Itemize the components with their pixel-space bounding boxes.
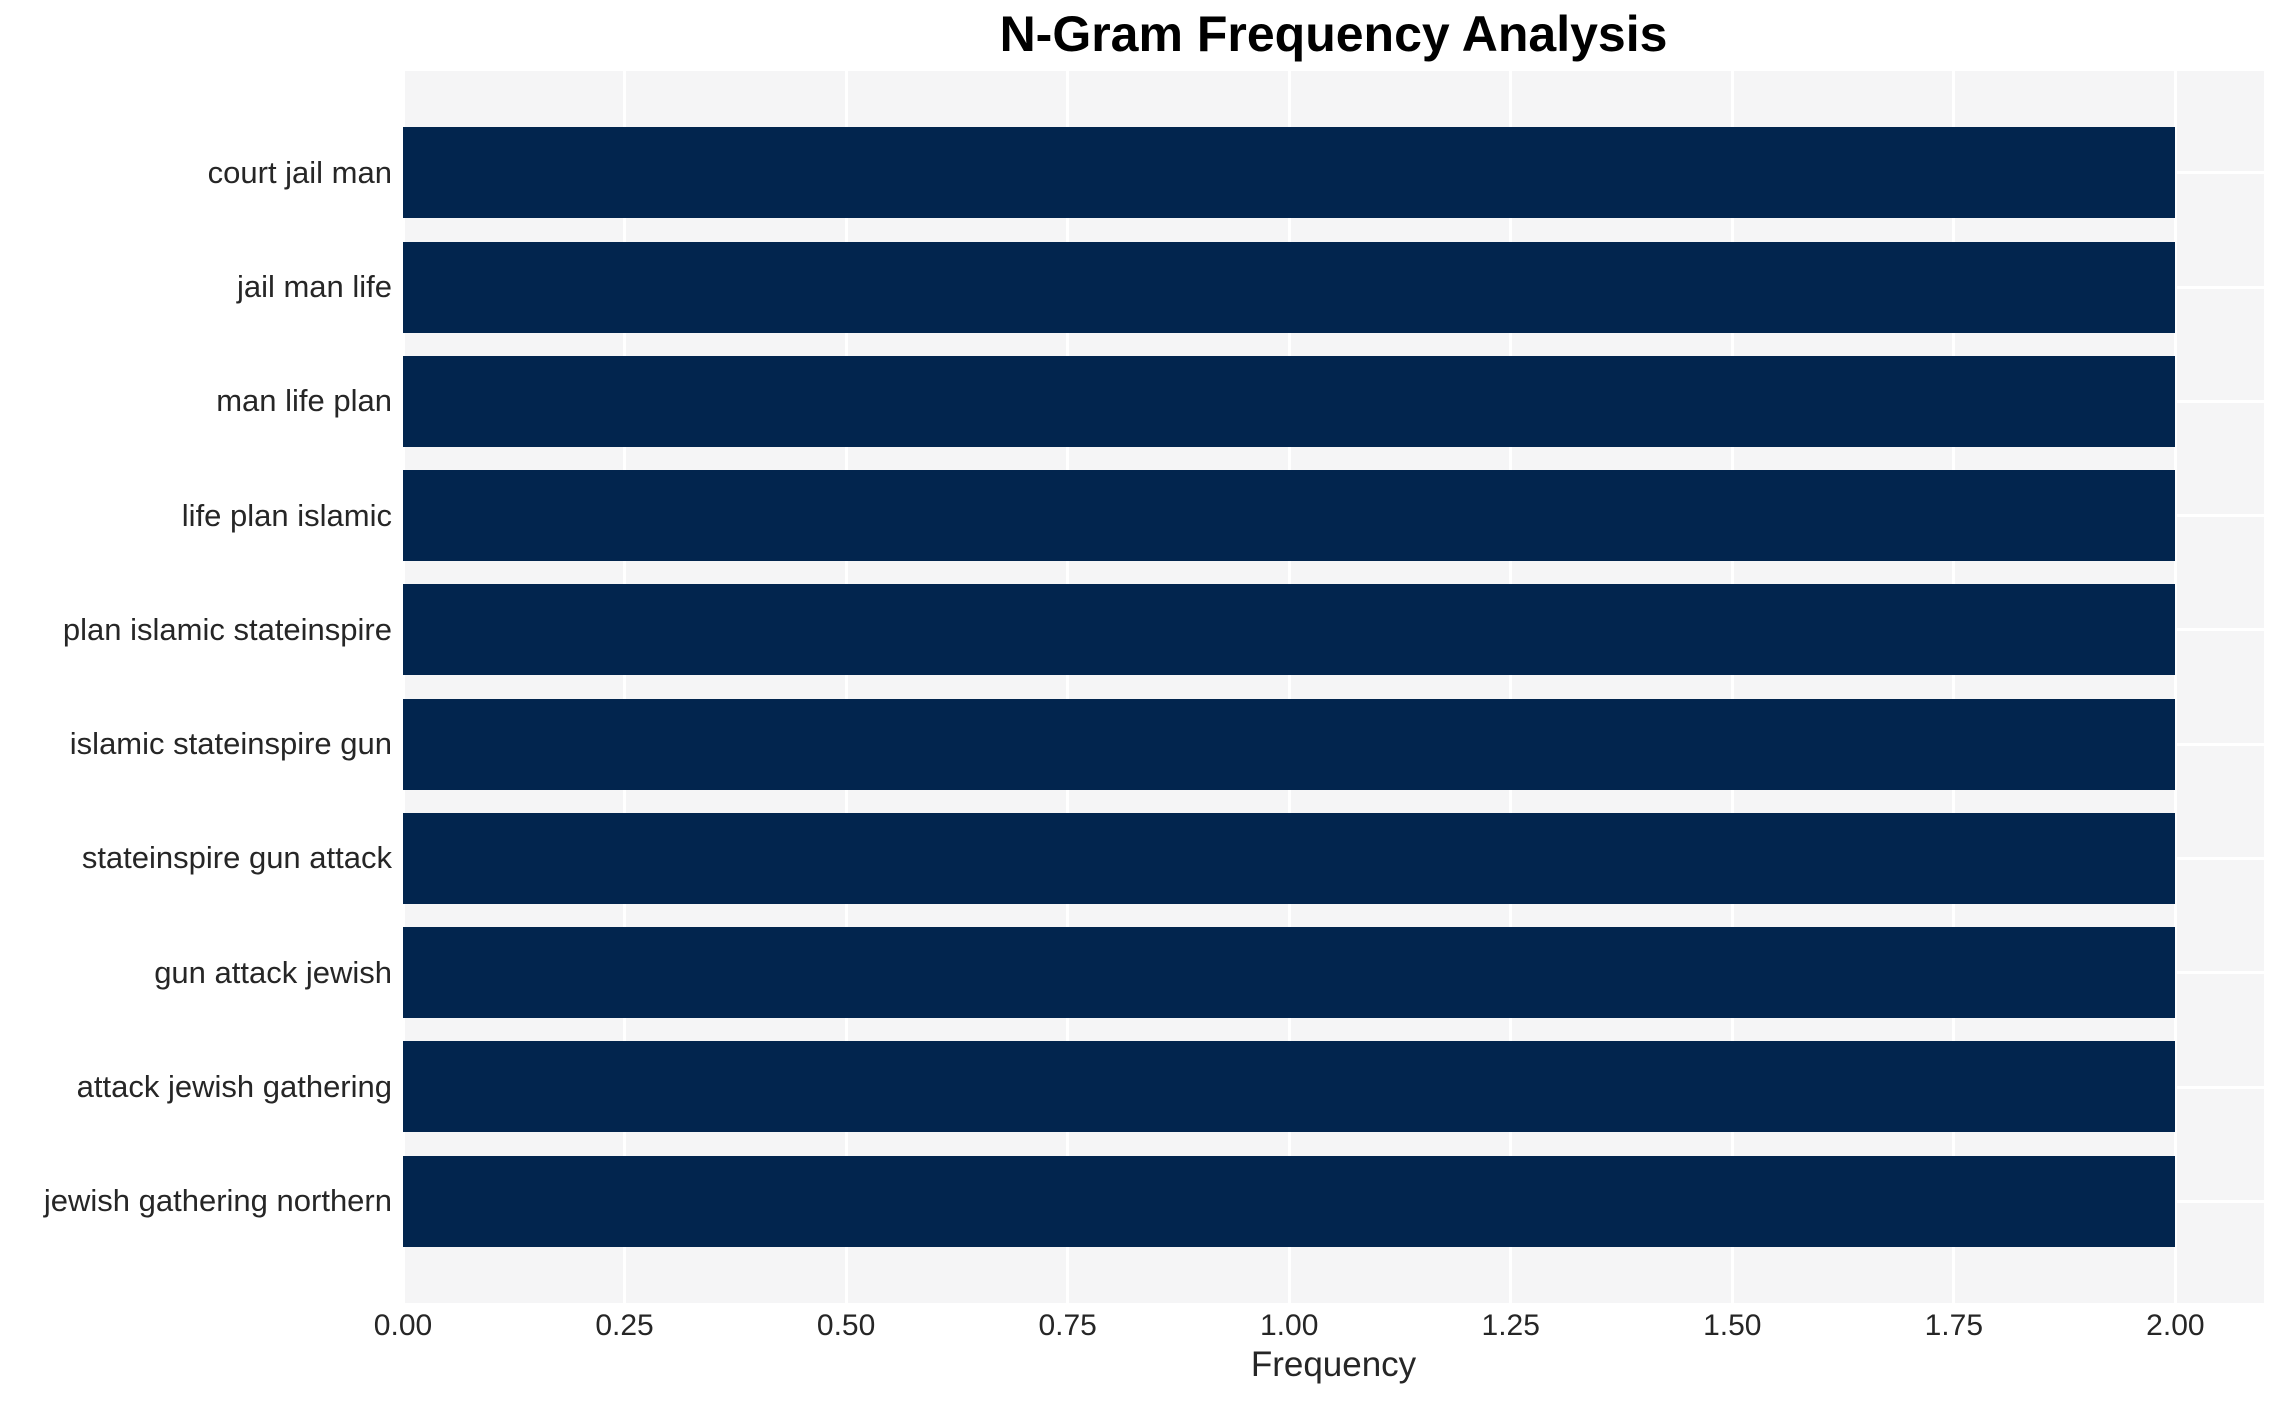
bar-court-jail-man	[403, 127, 2176, 218]
x-tick-label: 0.25	[595, 1309, 654, 1342]
x-tick-label: 1.50	[1703, 1309, 1762, 1342]
x-tick-label: 2.00	[2146, 1309, 2205, 1342]
plot-area	[403, 71, 2264, 1303]
y-tick-label: life plan islamic	[181, 498, 392, 533]
y-tick-label: man life plan	[216, 383, 392, 418]
vertical-gridline	[623, 71, 627, 1303]
x-tick-label: 1.75	[1924, 1309, 1984, 1342]
bar-plan-islamic-stateinspire	[403, 584, 2176, 675]
bar-man-life-plan	[403, 356, 2176, 447]
vertical-gridline	[403, 71, 405, 1303]
y-tick-label: plan islamic stateinspire	[62, 612, 392, 647]
x-axis-label: Frequency	[1250, 1345, 1417, 1384]
y-tick-label: islamic stateinspire gun	[69, 726, 392, 761]
vertical-gridline	[1287, 71, 1291, 1303]
bar-jail-man-life	[403, 242, 2176, 333]
vertical-gridline	[844, 71, 848, 1303]
x-tick-label: 1.25	[1481, 1309, 1540, 1342]
y-tick-label: jail man life	[236, 269, 392, 304]
y-tick-label: attack jewish gathering	[76, 1069, 392, 1104]
bar-gun-attack-jewish	[403, 927, 2176, 1018]
chart-title: N-Gram Frequency Analysis	[999, 6, 1668, 62]
y-tick-label: jewish gathering northern	[43, 1183, 392, 1218]
vertical-gridline	[2173, 71, 2177, 1303]
x-tick-label: 1.00	[1259, 1309, 1319, 1342]
y-tick-label: stateinspire gun attack	[81, 840, 392, 875]
bar-islamic-stateinspire-gun	[403, 699, 2176, 790]
vertical-gridline	[1066, 71, 1070, 1303]
bar-attack-jewish-gathering	[403, 1041, 2176, 1132]
y-tick-label: court jail man	[207, 155, 392, 190]
bar-stateinspire-gun-attack	[403, 813, 2176, 904]
vertical-gridline	[1952, 71, 1956, 1303]
x-tick-label: 0.50	[816, 1309, 876, 1342]
vertical-gridline	[1730, 71, 1734, 1303]
y-tick-label: gun attack jewish	[154, 955, 392, 990]
bar-jewish-gathering-northern	[403, 1156, 2176, 1247]
x-tick-label: 0.75	[1038, 1309, 1097, 1342]
bar-life-plan-islamic	[403, 470, 2176, 561]
x-tick-label: 0.00	[373, 1309, 433, 1342]
vertical-gridline	[1509, 71, 1513, 1303]
